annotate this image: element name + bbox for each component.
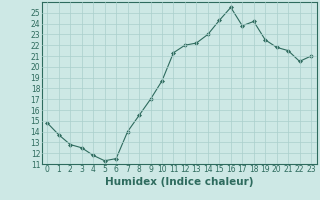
X-axis label: Humidex (Indice chaleur): Humidex (Indice chaleur): [105, 177, 253, 187]
